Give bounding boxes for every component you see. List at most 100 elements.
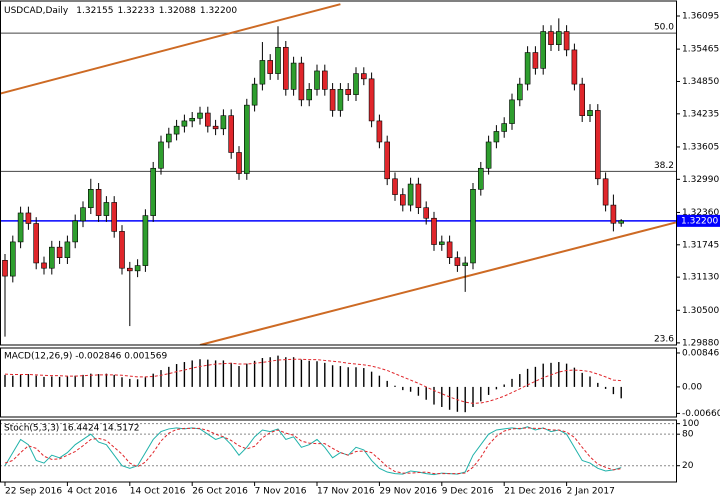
ohlc-label: 1.32233 bbox=[117, 6, 154, 16]
price-label-box bbox=[676, 214, 720, 227]
candle-body bbox=[56, 246, 63, 258]
candle-body bbox=[220, 115, 227, 130]
x-tick-label: 2 Jan 2017 bbox=[567, 487, 615, 497]
chart-title: USDCAD,Daily 1.32155 1.32233 1.32088 1.32200 bbox=[4, 6, 237, 16]
candle-body bbox=[548, 31, 554, 45]
candle-body bbox=[150, 167, 156, 216]
candle-body bbox=[407, 183, 414, 206]
candle-body bbox=[329, 89, 336, 111]
candle-body bbox=[33, 223, 40, 264]
panel-frame bbox=[0, 347, 677, 418]
candle-body bbox=[516, 83, 523, 101]
candle-body bbox=[80, 207, 86, 222]
candle-body bbox=[228, 115, 234, 153]
fib-label: 23.6 bbox=[654, 335, 674, 345]
signal-line bbox=[4, 358, 622, 404]
candle-body bbox=[470, 189, 476, 264]
panel-title: MACD(12,26,9) -0.002846 0.001569 bbox=[4, 352, 167, 362]
y-tick-label: 0.008461 bbox=[682, 348, 720, 358]
candle-body bbox=[127, 267, 133, 272]
candle-body bbox=[571, 49, 578, 85]
candle-body bbox=[399, 194, 406, 206]
candle-body bbox=[41, 262, 47, 269]
candle-body bbox=[368, 78, 375, 122]
y-tick-label: 1.34850 bbox=[682, 77, 719, 87]
candle-body bbox=[314, 70, 320, 90]
candle-body bbox=[579, 83, 586, 116]
x-tick-label: 7 Nov 2016 bbox=[255, 487, 307, 497]
candle-body bbox=[337, 89, 344, 111]
candle-body bbox=[509, 99, 515, 124]
y-tick-label: 1.30500 bbox=[682, 306, 719, 316]
candle-body bbox=[10, 241, 16, 277]
y-tick-label: -0.006605 bbox=[682, 409, 720, 419]
symbol: USDCAD,Daily bbox=[4, 6, 69, 16]
candle-body bbox=[524, 52, 531, 85]
candle-body bbox=[212, 125, 219, 130]
y-tick-label: 1.35465 bbox=[682, 45, 719, 55]
price-label: 1.32200 bbox=[681, 216, 718, 226]
stoch-line bbox=[4, 427, 622, 475]
candle-body bbox=[72, 220, 78, 243]
candle-body bbox=[17, 212, 24, 243]
ohlc-label: 1.32155 bbox=[76, 6, 113, 16]
candle-body bbox=[134, 265, 141, 272]
x-tick-label: 14 Oct 2016 bbox=[130, 487, 186, 497]
candle-body bbox=[103, 202, 110, 216]
candle-body bbox=[392, 178, 398, 195]
trend-line bbox=[199, 221, 676, 345]
x-tick-label: 21 Dec 2016 bbox=[504, 487, 562, 497]
candle-body bbox=[423, 207, 430, 219]
fib-label: 50.0 bbox=[654, 23, 674, 33]
y-tick-label: 1.33605 bbox=[682, 142, 719, 152]
x-tick-label: 9 Dec 2016 bbox=[442, 487, 494, 497]
candle-body bbox=[438, 241, 445, 245]
candle-body bbox=[485, 141, 492, 169]
candle-body bbox=[610, 204, 617, 224]
candle-body bbox=[236, 152, 242, 174]
candle-body bbox=[321, 70, 328, 90]
candle-body bbox=[532, 52, 539, 69]
ohlc-label: 1.32200 bbox=[200, 6, 237, 16]
candle-body bbox=[25, 212, 32, 224]
candle-body bbox=[306, 89, 313, 101]
candle-body bbox=[540, 31, 547, 69]
panel-title: Stoch(5,3,3) 16.4424 14.5172 bbox=[4, 424, 139, 434]
candle-body bbox=[88, 189, 94, 209]
candle-body bbox=[189, 117, 195, 122]
y-tick-label: 1.29880 bbox=[682, 338, 719, 348]
candle-body bbox=[298, 62, 305, 101]
candle-body bbox=[353, 73, 359, 95]
candle-body bbox=[415, 183, 422, 209]
candle-body bbox=[454, 257, 461, 266]
y-tick-label: 20 bbox=[682, 461, 694, 471]
x-tick-label: 4 Oct 2016 bbox=[67, 487, 117, 497]
candle-body bbox=[119, 231, 125, 269]
candle-body bbox=[594, 110, 601, 180]
y-tick-label: 80 bbox=[682, 430, 694, 440]
y-tick-label: 1.31745 bbox=[682, 240, 719, 250]
y-tick-label: 100 bbox=[682, 419, 699, 429]
panel-frame bbox=[0, 0, 677, 346]
candle-body bbox=[259, 60, 266, 85]
candle-body bbox=[587, 110, 593, 116]
candle-body bbox=[197, 112, 203, 119]
candle-body bbox=[267, 60, 274, 74]
candle-body bbox=[618, 220, 625, 224]
candle-body bbox=[431, 217, 437, 245]
candle-body bbox=[446, 241, 453, 258]
candle-body bbox=[282, 46, 289, 90]
x-tick-label: 22 Sep 2016 bbox=[5, 487, 62, 497]
candle-body bbox=[290, 62, 297, 90]
candle-body bbox=[244, 104, 250, 174]
candle-body bbox=[555, 31, 562, 45]
candle-body bbox=[493, 131, 500, 143]
y-tick-label: 0.00 bbox=[682, 382, 702, 392]
candle-body bbox=[477, 167, 484, 190]
candle-body bbox=[563, 31, 570, 51]
candle-body bbox=[360, 73, 367, 80]
candle-body bbox=[384, 141, 391, 180]
candle-body bbox=[602, 178, 609, 206]
candle-body bbox=[462, 262, 469, 266]
candle-body bbox=[2, 260, 8, 277]
